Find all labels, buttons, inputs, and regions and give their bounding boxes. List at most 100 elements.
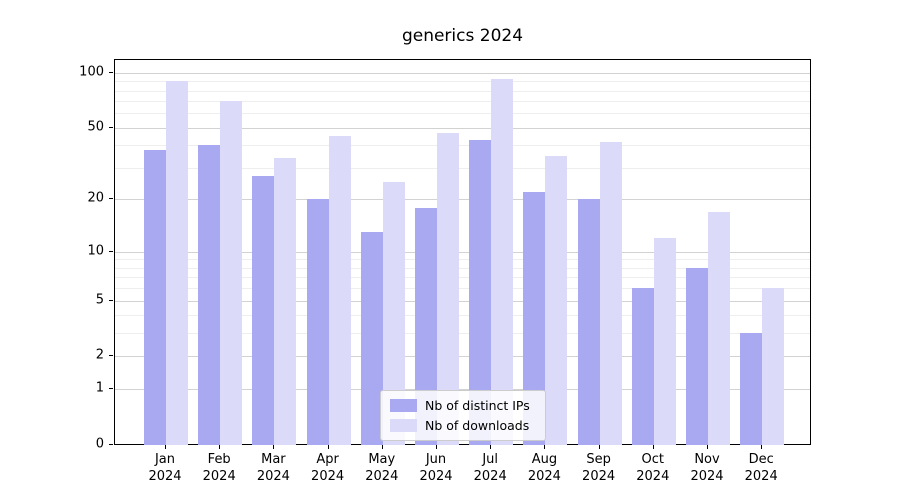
x-axis-tick-mark	[327, 445, 329, 449]
x-axis-tick-mark	[707, 445, 708, 449]
y-axis-tick-label: 10	[87, 243, 104, 259]
x-axis-month-label: May 2024	[352, 451, 412, 485]
x-axis-tick-mark	[761, 445, 763, 449]
x-axis-month-label: Jul 2024	[460, 451, 520, 485]
bar-downloads	[762, 288, 785, 445]
bar-downloads	[653, 238, 676, 445]
bar-distinct-ips	[631, 288, 654, 445]
y-axis-tick-mark	[109, 71, 113, 73]
minor-gridline	[115, 267, 810, 269]
month-year: 2024	[527, 469, 561, 484]
y-axis-tick-label: 1	[95, 380, 104, 396]
legend: Nb of distinct IPs Nb of downloads	[380, 390, 546, 441]
y-axis-tick-label: 5	[95, 292, 104, 307]
x-axis-month-label: Dec 2024	[731, 451, 791, 485]
bar-distinct-ips	[577, 199, 600, 445]
bar-distinct-ips	[523, 192, 546, 445]
bar-downloads	[437, 132, 459, 445]
x-axis-month-label: Sep 2024	[569, 451, 629, 485]
minor-gridline	[115, 333, 810, 335]
major-gridline	[115, 199, 810, 201]
x-axis-tick-mark	[490, 445, 492, 449]
month-year: 2024	[473, 469, 507, 484]
month-year: 2024	[690, 469, 724, 484]
x-axis-month-label: Oct 2024	[623, 451, 683, 485]
month-name: Aug	[531, 452, 558, 467]
bar-downloads	[328, 136, 351, 445]
month-name: May	[368, 452, 396, 467]
chart-title: generics 2024	[401, 26, 524, 46]
month-year: 2024	[256, 469, 290, 484]
minor-gridline	[115, 315, 810, 317]
bar-downloads	[166, 81, 188, 445]
x-axis-tick-mark	[381, 445, 383, 449]
bar-distinct-ips	[469, 139, 492, 445]
month-year: 2024	[202, 469, 236, 484]
major-gridline	[115, 127, 810, 129]
bar-downloads	[491, 79, 514, 445]
bar-distinct-ips	[686, 267, 708, 445]
major-gridline	[115, 356, 810, 358]
bar-downloads	[599, 141, 622, 445]
bar-distinct-ips	[415, 207, 437, 445]
legend-swatch-downloads	[390, 419, 417, 432]
y-axis-tick-mark	[109, 250, 113, 252]
x-axis-month-label: Apr 2024	[298, 451, 358, 485]
month-name: Jul	[482, 452, 499, 467]
minor-gridline	[115, 90, 810, 92]
x-axis-tick-mark	[219, 445, 221, 449]
legend-label-downloads: Nb of downloads	[425, 418, 530, 433]
minor-gridline	[115, 81, 810, 83]
minor-gridline	[115, 288, 810, 289]
month-year: 2024	[148, 469, 182, 484]
month-name: Oct	[641, 452, 665, 467]
x-axis-tick-mark	[544, 445, 546, 449]
x-axis-tick-mark	[652, 445, 654, 449]
minor-gridline	[115, 168, 810, 169]
x-axis-tick-mark	[273, 445, 275, 449]
month-name: Jan	[154, 452, 176, 467]
legend-swatch-distinct-ips	[390, 399, 417, 412]
y-axis-tick-mark	[109, 388, 113, 390]
y-axis-tick-label: 20	[87, 190, 104, 206]
plot-area	[114, 59, 811, 445]
bar-distinct-ips	[306, 199, 329, 445]
minor-gridline	[115, 113, 810, 115]
x-axis-month-label: Nov 2024	[677, 451, 737, 485]
bar-downloads	[220, 101, 243, 445]
legend-item-distinct-ips: Nb of distinct IPs	[390, 397, 536, 414]
x-axis-tick-mark	[436, 445, 437, 449]
month-name: Dec	[748, 452, 774, 467]
minor-gridline	[115, 145, 810, 147]
minor-gridline	[115, 277, 810, 279]
month-name: Sep	[586, 452, 611, 467]
x-axis-tick-mark	[598, 445, 600, 449]
minor-gridline	[115, 101, 810, 103]
month-name: Nov	[694, 452, 720, 467]
month-name: Apr	[316, 452, 339, 467]
month-year: 2024	[744, 469, 778, 484]
bar-distinct-ips	[198, 145, 221, 445]
month-year: 2024	[636, 469, 670, 484]
major-gridline	[115, 300, 810, 302]
x-axis-tick-mark	[165, 445, 166, 449]
x-axis-month-label: Mar 2024	[243, 451, 303, 485]
y-axis-tick-mark	[109, 444, 113, 445]
y-axis-tick-label: 2	[95, 347, 104, 363]
month-name: Feb	[207, 452, 231, 467]
x-axis-month-label: Feb 2024	[189, 451, 249, 485]
bar-distinct-ips	[740, 333, 763, 445]
bar-downloads	[545, 155, 568, 445]
y-axis-tick-mark	[109, 198, 113, 200]
month-name: Mar	[261, 452, 286, 467]
minor-gridline	[115, 259, 810, 261]
bar-distinct-ips	[360, 232, 383, 445]
bar-downloads	[708, 211, 730, 445]
bar-distinct-ips	[144, 149, 166, 445]
bar-distinct-ips	[252, 176, 275, 445]
y-axis-tick-mark	[109, 126, 113, 128]
x-axis-month-label: Jan 2024	[135, 451, 195, 485]
bar-downloads	[382, 182, 405, 445]
major-gridline	[115, 251, 810, 253]
